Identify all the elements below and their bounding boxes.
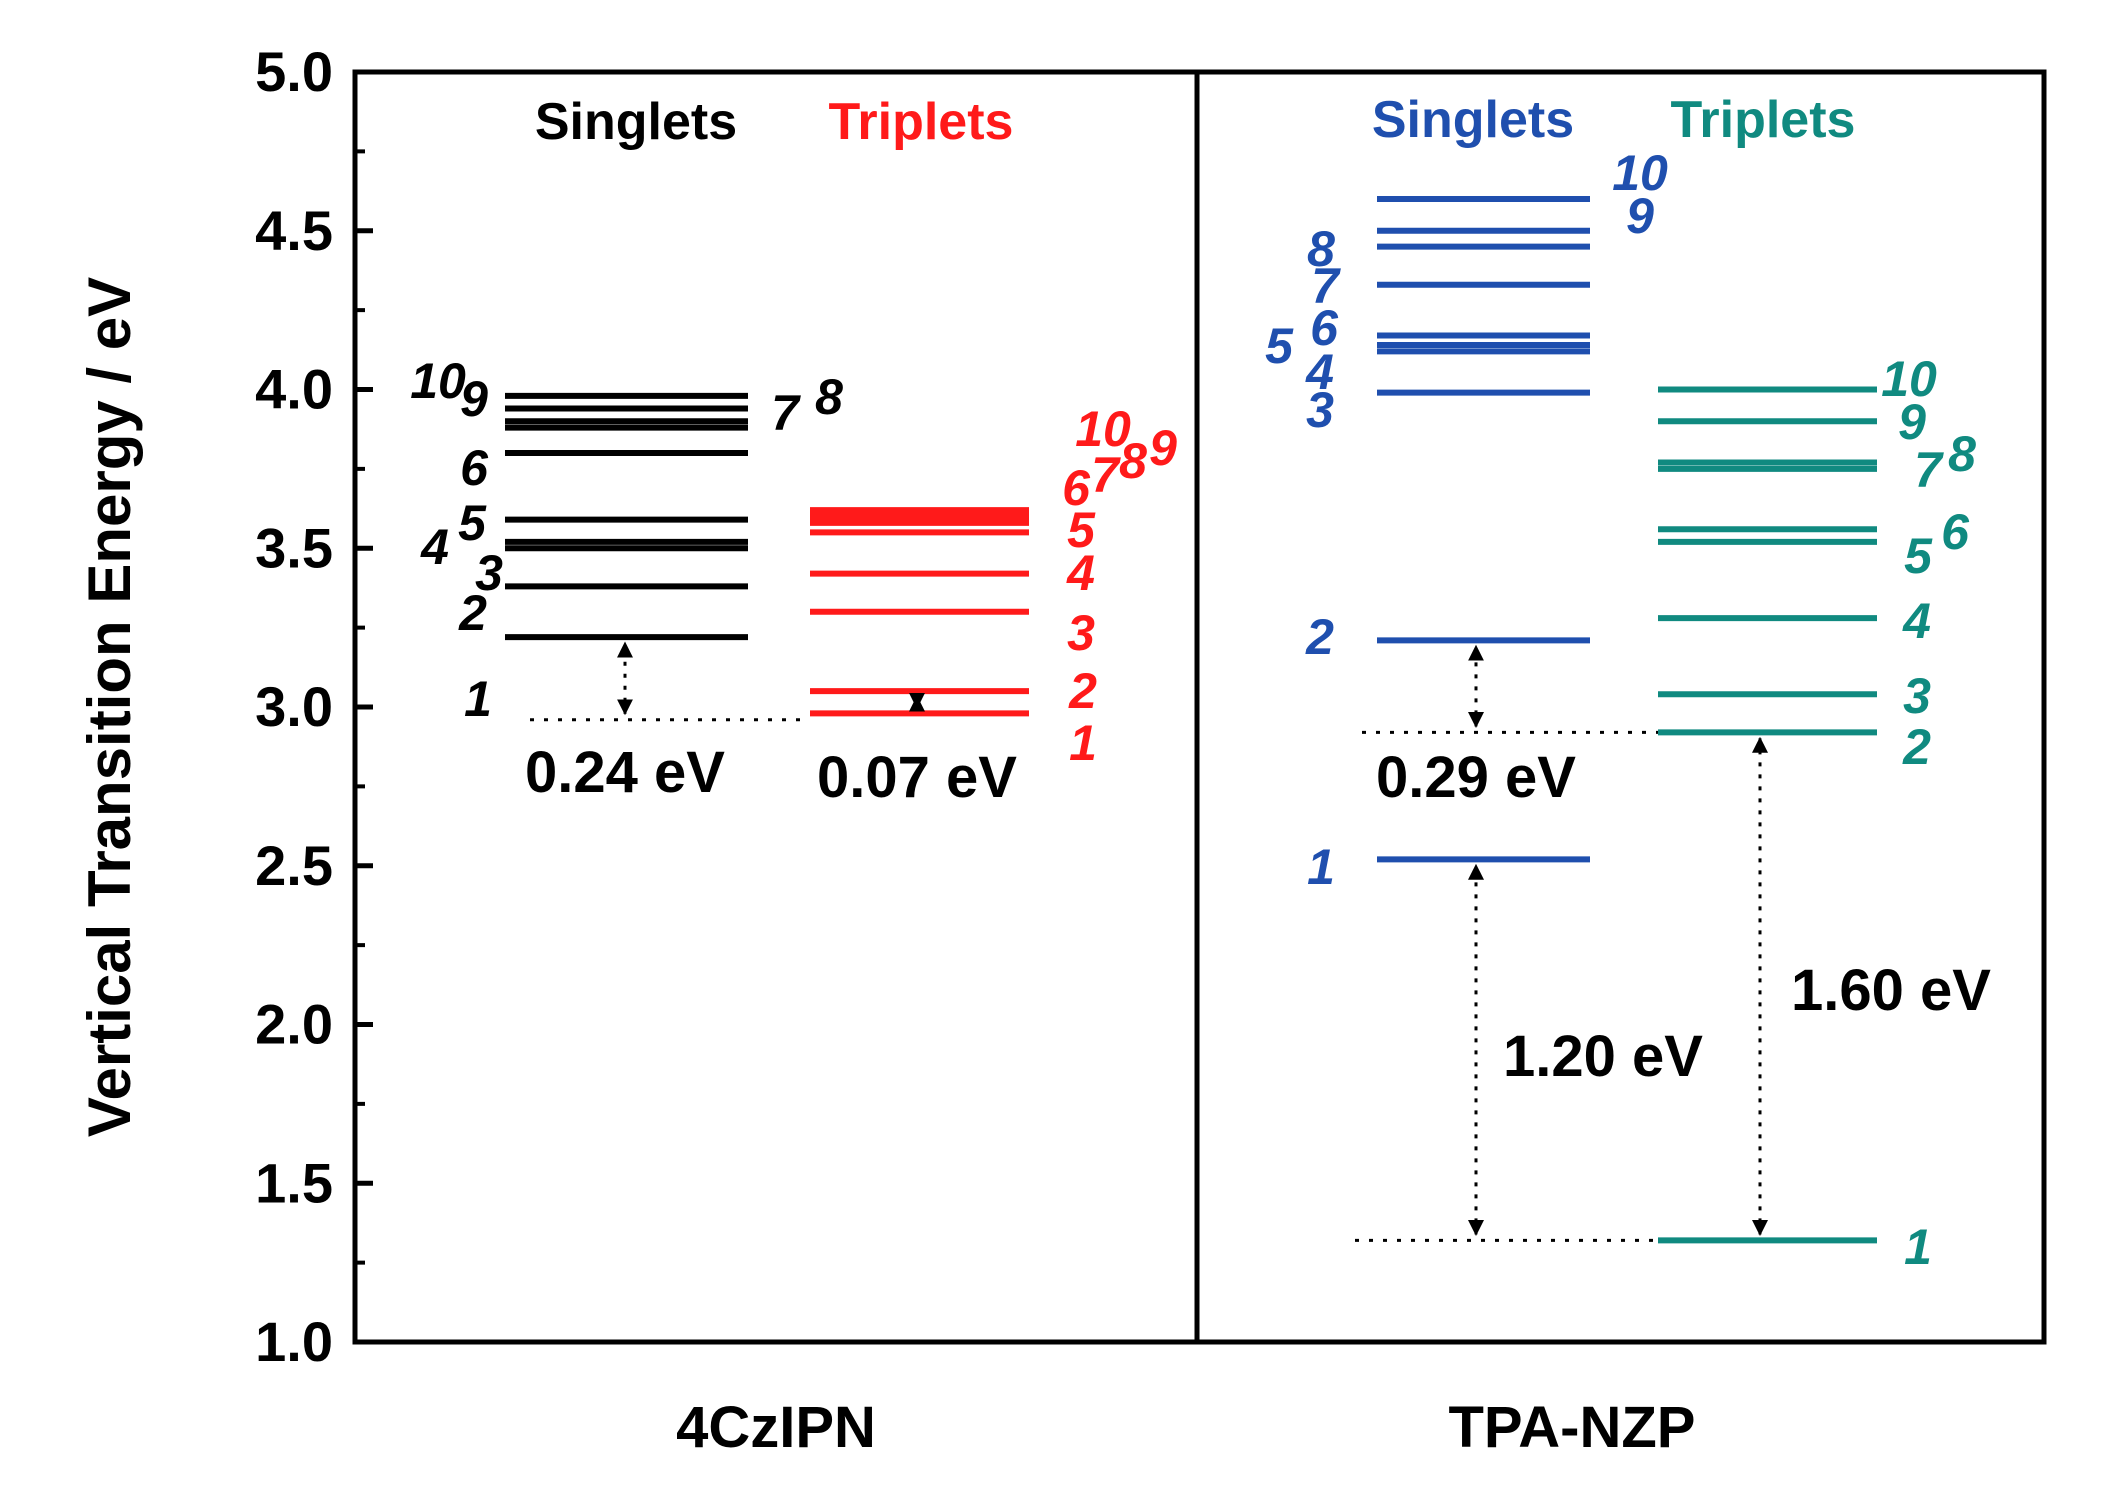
state-label-tpa-nzp-triplets: 2 [1902, 719, 1931, 775]
energy-levels [505, 196, 1877, 1244]
state-label-4czipn-triplets: 2 [1068, 663, 1097, 719]
gap-label: 0.24 eV [525, 740, 725, 805]
state-label-4czipn-singlets: 1 [464, 671, 492, 727]
state-label-tpa-nzp-triplets: 3 [1903, 668, 1931, 724]
state-label-4czipn-singlets: 5 [458, 495, 487, 551]
y-axis-title: Vertical Transition Energy / eV [76, 277, 143, 1137]
state-label-4czipn-triplets: 6 [1062, 460, 1091, 516]
state-label-4czipn-singlets: 3 [475, 545, 503, 601]
panel-label-tpa-nzp: TPA-NZP [1448, 1395, 1695, 1460]
gap-label: 0.07 eV [817, 745, 1017, 810]
state-label-tpa-nzp-triplets: 5 [1904, 528, 1933, 584]
state-label-tpa-nzp-singlets: 2 [1305, 609, 1334, 665]
y-tick-label: 4.0 [255, 358, 333, 421]
state-label-4czipn-singlets: 10 [410, 353, 466, 409]
header-tpa-nzp-triplets: Triplets [1671, 91, 1856, 149]
state-label-4czipn-singlets: 9 [460, 371, 488, 427]
state-label-4czipn-singlets: 8 [815, 369, 843, 425]
y-tick-label: 5.0 [255, 40, 333, 103]
panel-label-4czipn: 4CzIPN [676, 1395, 876, 1460]
state-label-4czipn-triplets: 4 [1066, 545, 1095, 601]
y-tick-label: 1.0 [255, 1310, 333, 1373]
state-label-4czipn-singlets: 6 [460, 440, 489, 496]
header-4czipn-singlets: Singlets [535, 93, 737, 151]
state-label-tpa-nzp-triplets: 6 [1941, 504, 1970, 560]
state-label-tpa-nzp-triplets: 8 [1948, 426, 1976, 482]
header-4czipn-triplets: Triplets [829, 93, 1014, 151]
state-label-tpa-nzp-singlets: 1 [1307, 839, 1335, 895]
state-label-tpa-nzp-singlets: 4 [1305, 344, 1334, 400]
header-tpa-nzp-singlets: Singlets [1372, 91, 1574, 149]
state-label-4czipn-singlets: 2 [458, 585, 487, 641]
state-label-4czipn-singlets: 7 [771, 385, 801, 441]
y-axis: 1.0 1.5 2.0 2.5 3.0 3.5 4.0 4.5 5.0 [255, 40, 373, 1373]
state-label-tpa-nzp-singlets: 8 [1307, 221, 1335, 277]
state-label-4czipn-triplets: 5 [1067, 502, 1096, 558]
state-label-4czipn-triplets: 1 [1069, 715, 1097, 771]
y-tick-label: 4.5 [255, 199, 333, 262]
y-tick-label: 2.0 [255, 993, 333, 1056]
state-label-4czipn-triplets: 8 [1119, 433, 1147, 489]
state-label-tpa-nzp-singlets: 6 [1310, 300, 1339, 356]
y-tick-label: 1.5 [255, 1151, 333, 1214]
state-label-tpa-nzp-triplets: 4 [1902, 593, 1931, 649]
state-label-tpa-nzp-triplets: 7 [1914, 442, 1944, 498]
state-label-4czipn-triplets: 10 [1075, 401, 1131, 457]
state-label-tpa-nzp-singlets: 9 [1626, 188, 1654, 244]
state-label-tpa-nzp-triplets: 1 [1904, 1219, 1932, 1275]
state-label-tpa-nzp-singlets: 5 [1265, 318, 1294, 374]
gap-label: 0.29 eV [1376, 745, 1576, 810]
y-tick-label: 3.5 [255, 516, 333, 579]
state-label-4czipn-triplets: 7 [1091, 447, 1121, 503]
state-label-tpa-nzp-triplets: 9 [1898, 394, 1926, 450]
state-label-tpa-nzp-triplets: 10 [1881, 351, 1937, 407]
energy-gaps: 0.24 eV 0.07 eV 0.29 eV 1.20 eV 1.60 eV [525, 641, 1991, 1242]
state-label-4czipn-triplets: 9 [1149, 420, 1177, 476]
y-tick-label: 2.5 [255, 834, 333, 897]
state-label-4czipn-triplets: 3 [1067, 605, 1095, 661]
state-label-4czipn-singlets: 4 [420, 519, 449, 575]
state-label-tpa-nzp-singlets: 7 [1311, 258, 1341, 314]
state-label-tpa-nzp-singlets: 10 [1612, 145, 1668, 201]
state-label-tpa-nzp-singlets: 3 [1306, 382, 1334, 438]
gap-label: 1.20 eV [1503, 1024, 1703, 1089]
gap-label: 1.60 eV [1791, 958, 1991, 1023]
y-tick-label: 3.0 [255, 675, 333, 738]
